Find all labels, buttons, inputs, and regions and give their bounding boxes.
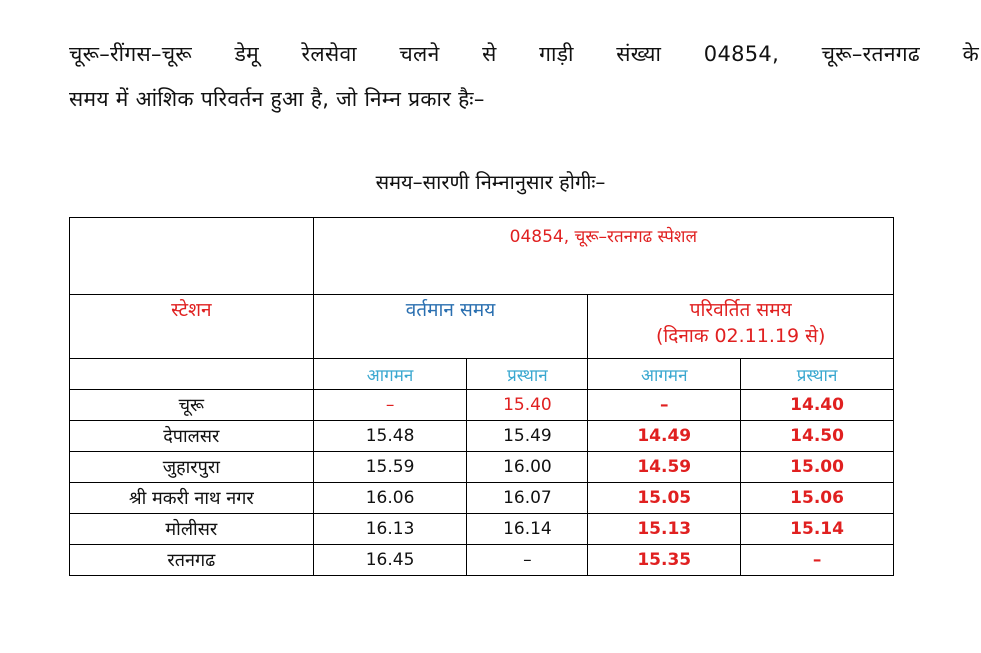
intro-line-2: समय में आंशिक परिवर्तन हुआ है, जो निम्न … (69, 87, 485, 111)
current-arrival: – (312, 389, 468, 421)
revised-departure: 15.00 (740, 451, 894, 483)
train-title: 04854, चूरू–रतनगढ स्पेशल (312, 217, 895, 295)
current-departure: 15.40 (466, 389, 589, 421)
timetable: 04854, चूरू–रतनगढ स्पेशल स्टेशन वर्तमान … (69, 217, 895, 576)
empty-subheader-cell (69, 358, 314, 390)
revised-arrival: 14.49 (587, 420, 742, 452)
station-name: श्री मकरी नाथ नगर (69, 482, 314, 514)
current-departure: 16.00 (466, 451, 589, 483)
revised-departure: 15.06 (740, 482, 894, 514)
revised-arrival: 15.35 (587, 544, 742, 576)
station-name: जुहारपुरा (69, 451, 314, 483)
current-arrival: 16.45 (312, 544, 468, 576)
table-row: मोलीसर 16.13 16.14 15.13 15.14 (69, 513, 894, 545)
current-arrival: 16.06 (312, 482, 468, 514)
revised-departure: – (740, 544, 894, 576)
revised-arrival: 15.05 (587, 482, 742, 514)
table-row: रतनगढ 16.45 – 15.35 – (69, 544, 894, 576)
current-arrival: 15.59 (312, 451, 468, 483)
revised-arrival: 14.59 (587, 451, 742, 483)
revised-header-text: परिवर्तित समय (689, 299, 792, 321)
current-departure: 16.07 (466, 482, 589, 514)
revised-arrival-header: आगमन (587, 358, 742, 390)
intro-line-1: चूरू–रींगस–चूरू डेमू रेलसेवा चलने से गाड… (69, 42, 979, 66)
table-row: देपालसर 15.48 15.49 14.49 14.50 (69, 420, 894, 452)
station-name: देपालसर (69, 420, 314, 452)
station-name: मोलीसर (69, 513, 314, 545)
station-name: रतनगढ (69, 544, 314, 576)
revised-departure-header: प्रस्थान (740, 358, 894, 390)
table-row: श्री मकरी नाथ नगर 16.06 16.07 15.05 15.0… (69, 482, 894, 514)
table-row: चूरू – 15.40 – 14.40 (69, 389, 894, 421)
revised-arrival: 15.13 (587, 513, 742, 545)
current-departure-header: प्रस्थान (466, 358, 589, 390)
current-departure: 16.14 (466, 513, 589, 545)
revised-departure: 15.14 (740, 513, 894, 545)
current-arrival: 15.48 (312, 420, 468, 452)
current-time-header: वर्तमान समय (312, 294, 589, 359)
station-name: चूरू (69, 389, 314, 421)
timetable-subtitle: समय–सारणी निम्नानुसार होगीः– (375, 170, 606, 194)
revised-departure: 14.50 (740, 420, 894, 452)
current-departure: 15.49 (466, 420, 589, 452)
revised-arrival: – (587, 389, 742, 421)
current-departure: – (466, 544, 589, 576)
current-arrival-header: आगमन (312, 358, 468, 390)
station-header: स्टेशन (69, 294, 314, 359)
empty-header-cell (69, 217, 314, 295)
revised-effective-date: (दिनाक 02.11.19 से) (655, 325, 826, 347)
current-arrival: 16.13 (312, 513, 468, 545)
table-row: जुहारपुरा 15.59 16.00 14.59 15.00 (69, 451, 894, 483)
revised-departure: 14.40 (740, 389, 894, 421)
revised-time-header: परिवर्तित समय (दिनाक 02.11.19 से) (587, 294, 894, 359)
